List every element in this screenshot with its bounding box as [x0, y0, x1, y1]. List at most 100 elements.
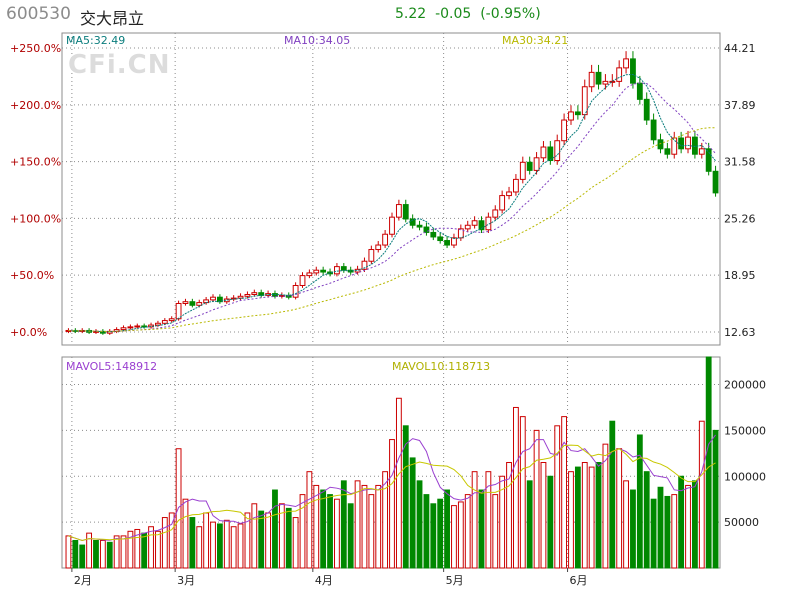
volume-bar: [664, 495, 671, 569]
candle: [526, 161, 533, 171]
candle: [423, 226, 430, 233]
candle: [457, 228, 464, 239]
volume-bar: [237, 523, 244, 569]
candle: [616, 67, 623, 82]
candle: [389, 216, 395, 235]
candle: [416, 224, 423, 228]
candle: [685, 136, 691, 150]
candle: [299, 275, 306, 287]
volume-bar: [712, 429, 719, 569]
candle: [210, 296, 216, 301]
percent-tick-left: +250.0%: [10, 42, 61, 55]
candle: [581, 86, 588, 116]
candle: [664, 148, 671, 155]
volume-bar: [499, 475, 506, 569]
candle: [492, 209, 499, 218]
stock-name: 交大昂立: [80, 9, 145, 28]
price-panel-frame: [61, 32, 721, 346]
volume-bar: [402, 425, 409, 569]
volume-bar: [540, 462, 547, 569]
candle: [395, 204, 402, 218]
ma30-label: MA30:34.21: [502, 34, 568, 47]
volume-bar: [485, 471, 492, 569]
volume-bar: [292, 517, 299, 569]
volume-bar: [478, 489, 485, 569]
volume-bar: [554, 425, 561, 569]
candle: [444, 240, 450, 246]
candle: [437, 236, 444, 242]
candle: [678, 137, 685, 150]
percent-tick-left: +200.0%: [10, 99, 61, 112]
candle: [430, 231, 437, 238]
volume-bar: [340, 480, 347, 569]
candle: [513, 178, 519, 193]
volume-bar: [251, 503, 258, 569]
candle: [705, 148, 712, 172]
volume-bar: [299, 494, 306, 569]
candle: [698, 148, 705, 155]
volume-bar: [430, 503, 437, 569]
volume-tick: 50000: [724, 516, 759, 529]
volume-bar: [313, 484, 320, 569]
candle: [120, 327, 127, 331]
candle: [340, 266, 347, 271]
last-price: 5.22: [395, 6, 427, 22]
volume-bar: [182, 498, 189, 569]
candle: [313, 269, 320, 274]
candle: [471, 220, 478, 226]
candle: [409, 218, 416, 226]
candle: [134, 325, 141, 328]
volume-bar: [93, 539, 99, 569]
volume-bar: [671, 494, 678, 569]
candle: [368, 249, 375, 262]
candle: [574, 111, 581, 116]
volume-bar: [382, 471, 389, 569]
watermark: CFi.CN: [68, 50, 171, 80]
percent-tick-left: +0.0%: [10, 326, 47, 339]
ma5-label: MA5:32.49: [66, 34, 125, 47]
volume-bar: [519, 416, 526, 569]
candle: [320, 269, 327, 273]
candle: [519, 161, 526, 180]
ma30-line: [68, 127, 716, 333]
header: 600530 交大昂立 5.22 -0.05 (-0.95%): [0, 0, 800, 32]
candle: [127, 326, 134, 329]
percent-tick-left: +150.0%: [10, 156, 61, 169]
volume-bar: [685, 484, 691, 569]
candle: [155, 322, 161, 326]
volume-bar: [168, 512, 175, 569]
mavol10-line: [68, 444, 716, 541]
volume-bar: [705, 356, 712, 569]
candle: [602, 80, 609, 85]
volume-bar: [547, 475, 554, 569]
volume-bar: [134, 528, 141, 569]
volume-bar: [368, 494, 375, 569]
month-label: 6月: [570, 574, 588, 587]
volume-bar: [65, 535, 72, 569]
volume-bar: [389, 439, 395, 569]
volume-bar: [581, 462, 588, 569]
volume-bar: [155, 530, 161, 569]
candle: [554, 140, 561, 162]
candle: [643, 98, 650, 121]
candle: [499, 195, 506, 211]
volume-bar: [691, 480, 698, 569]
candle: [630, 58, 636, 84]
volume-bar: [678, 475, 685, 569]
month-label: 3月: [177, 574, 195, 587]
price-tick-right: 44.21: [724, 42, 756, 55]
volume-bar: [127, 530, 134, 569]
volume-bar: [320, 489, 327, 569]
month-label: 2月: [74, 574, 92, 587]
volume-bar: [464, 494, 471, 569]
volume-bar: [416, 480, 423, 569]
volume-bar: [588, 466, 595, 569]
candle: [478, 220, 485, 231]
volume-bar: [79, 544, 86, 569]
month-label: 4月: [315, 574, 333, 587]
candle: [533, 157, 540, 171]
percent-tick-left: +100.0%: [10, 212, 61, 225]
volume-bar: [602, 443, 609, 569]
price-tick-right: 12.63: [724, 326, 756, 339]
